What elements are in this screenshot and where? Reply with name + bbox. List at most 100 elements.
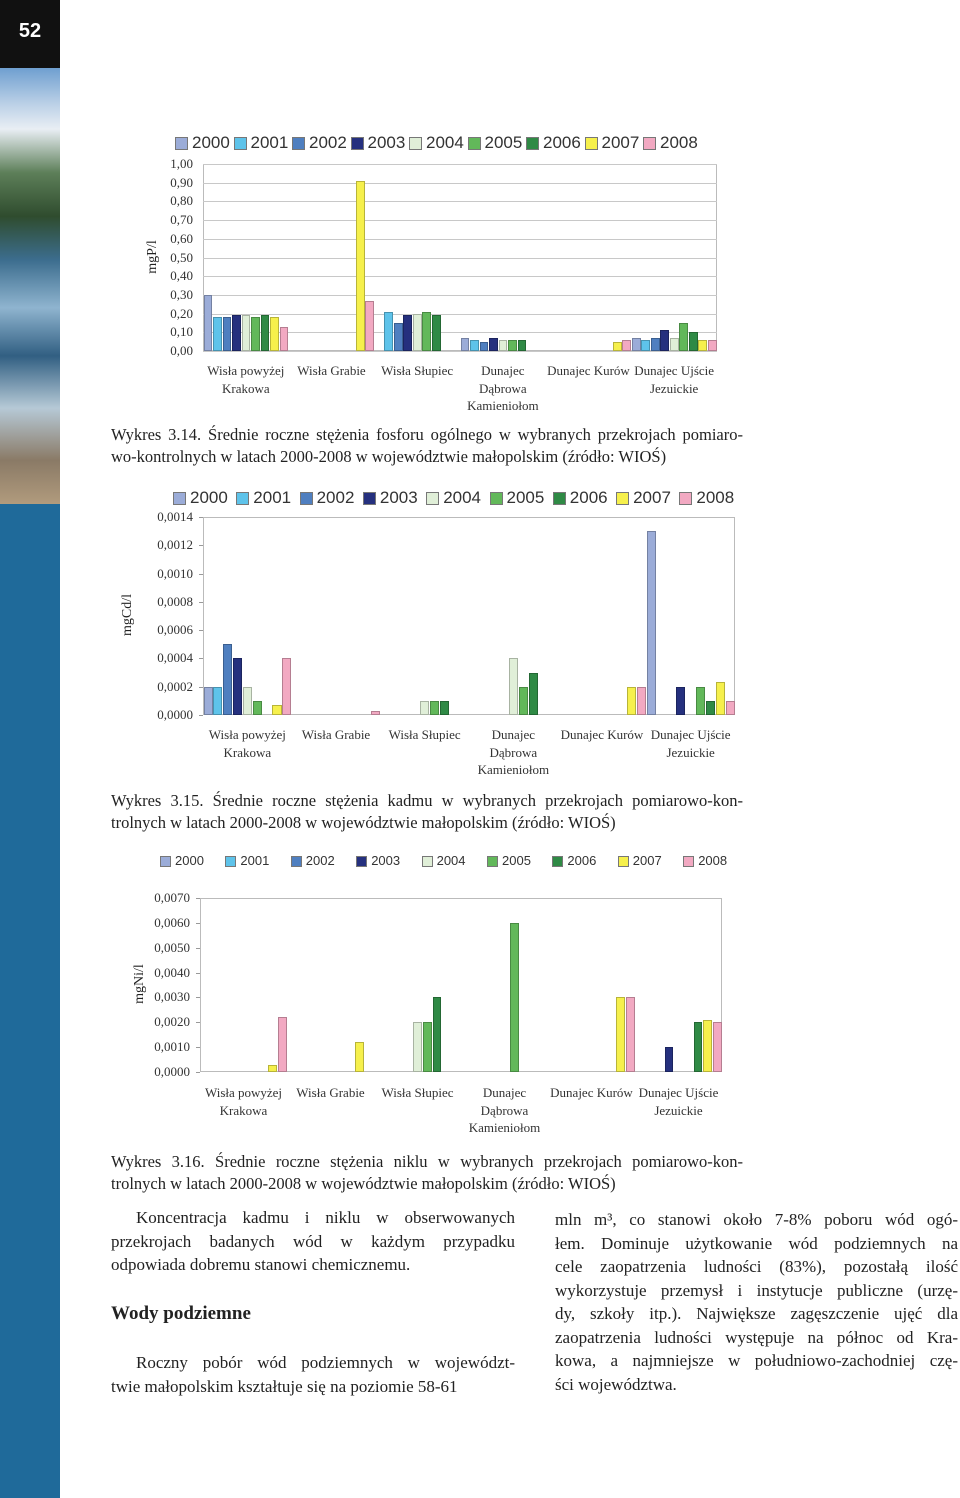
x-tick-label: Wisła powyżej Krakowa — [204, 1085, 283, 1118]
bar — [439, 700, 449, 715]
legend-swatch — [292, 137, 305, 150]
y-tick-label: 1,00 — [170, 156, 193, 171]
bar — [282, 658, 292, 715]
y-tick-label: 0,20 — [170, 305, 193, 321]
bar — [268, 1064, 278, 1072]
legend-label: 2007 — [633, 488, 671, 507]
bar — [707, 339, 717, 351]
legend-label: 2004 — [436, 853, 466, 868]
plot-area — [203, 517, 735, 715]
bar — [517, 339, 527, 351]
y-axis-label: mgP/l — [145, 239, 160, 274]
text-line: mln m³, co stanowi około 7-8% poboru wód… — [555, 1210, 958, 1229]
grid-line — [203, 220, 717, 222]
legend-label: 2000 — [190, 488, 228, 507]
grid-line — [203, 332, 717, 334]
legend-label: 2008 — [696, 488, 735, 507]
bar — [489, 337, 498, 351]
legend-swatch — [487, 856, 498, 867]
bar — [631, 337, 641, 351]
legend-swatch — [225, 856, 237, 867]
plot-area — [200, 898, 722, 1072]
grid-line — [203, 182, 717, 184]
legend-label: 2005 — [502, 853, 531, 868]
y-tick-label: 0,0060 — [154, 914, 190, 930]
bar — [508, 339, 517, 351]
grid-line — [203, 351, 717, 352]
legend-swatch — [683, 856, 695, 867]
text-line: kowa, a najmniejsze w południowo-zachodn… — [555, 1351, 958, 1370]
text-line: twie małopolskim kształtuje się na pozio… — [111, 1376, 458, 1396]
x-tick-label: Wisła Grabie — [297, 363, 366, 378]
legend-swatch — [299, 492, 313, 505]
legend-swatch — [409, 137, 422, 150]
tick-mark — [196, 922, 200, 924]
legend-swatch — [617, 856, 629, 867]
bar — [355, 1042, 365, 1072]
x-tick-label: Dunajec Kurów — [550, 1085, 633, 1100]
bar — [393, 322, 403, 351]
x-tick-label: Wisła Grabie — [301, 727, 371, 742]
legend-label: 2003 — [371, 853, 401, 868]
legend-label: 2007 — [601, 133, 640, 152]
legend-swatch — [236, 492, 250, 505]
bar — [422, 311, 432, 351]
bar — [203, 686, 213, 715]
legend-swatch — [356, 856, 368, 867]
x-tick-label: Dunajec Dąbrowa Kamieniołom — [467, 363, 539, 413]
x-tick-label: Dunajec Ujście Jezuickie — [634, 363, 715, 396]
bar — [679, 322, 689, 351]
legend-swatch — [290, 856, 302, 867]
legend-label: 2006 — [569, 488, 608, 507]
legend-label: 2003 — [379, 488, 418, 507]
y-tick-label: 0,80 — [170, 193, 193, 209]
text-line: dy, szkoły itp.). Największe zagęszczeni… — [555, 1304, 958, 1323]
legend-label: 2002 — [309, 133, 347, 152]
legend-label: 2008 — [660, 133, 698, 152]
legend-swatch — [526, 137, 539, 150]
bar — [260, 315, 270, 351]
tick-mark — [196, 947, 200, 949]
bar — [612, 341, 622, 351]
tick-mark — [199, 573, 203, 575]
bar — [251, 317, 260, 351]
legend-label: 2005 — [506, 488, 545, 507]
legend-swatch — [616, 492, 630, 505]
text-line: wo-kontrolnych w latach 2000-2008 w woje… — [111, 446, 667, 466]
bar — [270, 317, 279, 351]
tick-mark — [196, 1047, 200, 1049]
legend-swatch — [679, 492, 693, 505]
legend-label: 2006 — [567, 853, 597, 868]
legend-swatch — [426, 492, 440, 505]
bar — [470, 339, 479, 351]
grid-line — [203, 313, 717, 315]
tick-mark — [199, 630, 203, 632]
bar — [518, 686, 528, 715]
bar — [669, 337, 679, 351]
tick-mark — [196, 898, 200, 899]
text-line: Koncentracja kadmu i niklu w obserwowany… — [136, 1208, 515, 1227]
bar — [698, 339, 708, 351]
bar — [498, 339, 508, 351]
bar — [233, 658, 243, 715]
legend-label: 2007 — [632, 853, 662, 868]
bar — [479, 341, 489, 351]
y-axis-label: mgCd/l — [120, 594, 135, 637]
grid-line — [203, 201, 717, 203]
legend-label: 2001 — [253, 488, 292, 507]
page-number-box — [0, 0, 60, 68]
x-tick-label: Dunajec Ujście Jezuickie — [638, 1085, 719, 1118]
y-tick-label: 0,60 — [170, 230, 193, 246]
x-tick-label: Wisła powyżej Krakowa — [207, 363, 285, 396]
bar — [712, 1022, 722, 1072]
x-tick-label: Dunajec Kurów — [560, 727, 644, 742]
bar — [355, 180, 365, 351]
tick-mark — [199, 658, 203, 660]
legend-swatch — [552, 856, 564, 867]
y-tick-label: 0,0040 — [154, 964, 190, 980]
legend-swatch — [233, 137, 247, 150]
grid-line — [203, 238, 717, 240]
legend-swatch — [160, 856, 171, 867]
bar — [646, 531, 656, 715]
y-tick-label: 0,0000 — [157, 707, 193, 722]
